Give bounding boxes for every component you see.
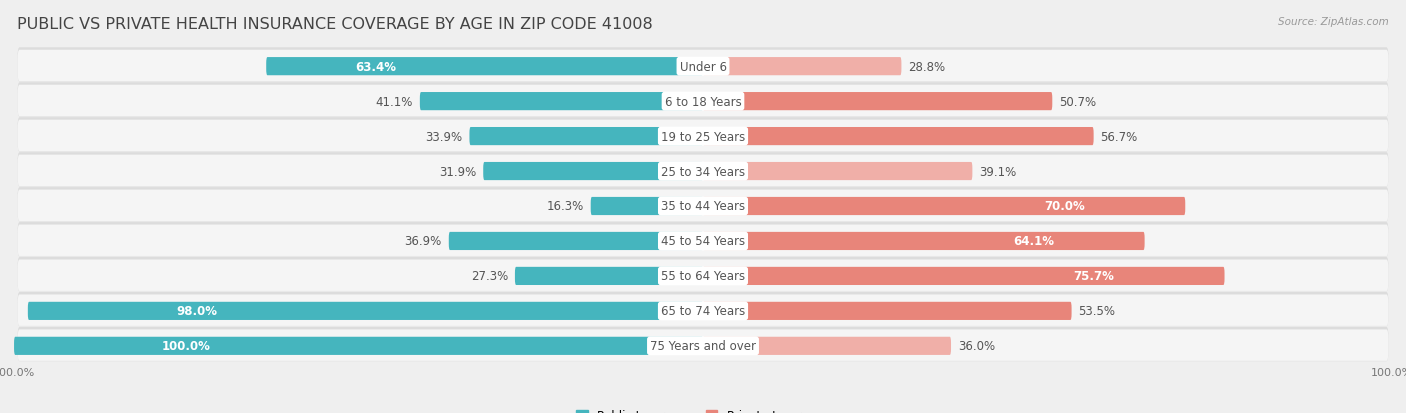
Text: 19 to 25 Years: 19 to 25 Years [661, 130, 745, 143]
FancyBboxPatch shape [17, 257, 1389, 292]
FancyBboxPatch shape [470, 128, 703, 146]
Text: Under 6: Under 6 [679, 61, 727, 74]
FancyBboxPatch shape [17, 85, 1389, 117]
Text: 70.0%: 70.0% [1045, 200, 1085, 213]
FancyBboxPatch shape [17, 260, 1389, 291]
FancyBboxPatch shape [703, 232, 1144, 250]
FancyBboxPatch shape [17, 223, 1389, 257]
FancyBboxPatch shape [17, 327, 1389, 361]
FancyBboxPatch shape [420, 93, 703, 111]
Text: 35 to 44 Years: 35 to 44 Years [661, 200, 745, 213]
Text: 55 to 64 Years: 55 to 64 Years [661, 270, 745, 283]
FancyBboxPatch shape [703, 93, 1052, 111]
Text: 75 Years and over: 75 Years and over [650, 339, 756, 352]
Text: 16.3%: 16.3% [547, 200, 583, 213]
FancyBboxPatch shape [17, 330, 1389, 361]
FancyBboxPatch shape [703, 163, 973, 181]
FancyBboxPatch shape [484, 163, 703, 181]
Text: 65 to 74 Years: 65 to 74 Years [661, 305, 745, 318]
FancyBboxPatch shape [591, 197, 703, 216]
Text: 31.9%: 31.9% [439, 165, 477, 178]
FancyBboxPatch shape [515, 267, 703, 285]
Text: 53.5%: 53.5% [1078, 305, 1115, 318]
Text: 6 to 18 Years: 6 to 18 Years [665, 95, 741, 108]
Text: 39.1%: 39.1% [979, 165, 1017, 178]
FancyBboxPatch shape [17, 120, 1389, 152]
Text: 28.8%: 28.8% [908, 61, 945, 74]
Text: 41.1%: 41.1% [375, 95, 413, 108]
Text: 36.0%: 36.0% [957, 339, 995, 352]
FancyBboxPatch shape [703, 267, 1225, 285]
Legend: Public Insurance, Private Insurance: Public Insurance, Private Insurance [571, 404, 835, 413]
FancyBboxPatch shape [17, 188, 1389, 222]
FancyBboxPatch shape [266, 58, 703, 76]
Text: 45 to 54 Years: 45 to 54 Years [661, 235, 745, 248]
Text: PUBLIC VS PRIVATE HEALTH INSURANCE COVERAGE BY AGE IN ZIP CODE 41008: PUBLIC VS PRIVATE HEALTH INSURANCE COVER… [17, 17, 652, 31]
FancyBboxPatch shape [703, 302, 1071, 320]
FancyBboxPatch shape [17, 51, 1389, 82]
FancyBboxPatch shape [703, 337, 950, 355]
Text: 50.7%: 50.7% [1059, 95, 1097, 108]
Text: 36.9%: 36.9% [405, 235, 441, 248]
FancyBboxPatch shape [17, 48, 1389, 82]
FancyBboxPatch shape [449, 232, 703, 250]
FancyBboxPatch shape [17, 295, 1389, 326]
FancyBboxPatch shape [17, 83, 1389, 117]
Text: 75.7%: 75.7% [1074, 270, 1115, 283]
FancyBboxPatch shape [703, 128, 1094, 146]
FancyBboxPatch shape [28, 302, 703, 320]
FancyBboxPatch shape [17, 153, 1389, 187]
FancyBboxPatch shape [14, 337, 703, 355]
FancyBboxPatch shape [17, 118, 1389, 152]
FancyBboxPatch shape [17, 190, 1389, 221]
Text: 27.3%: 27.3% [471, 270, 508, 283]
Text: 63.4%: 63.4% [354, 61, 396, 74]
FancyBboxPatch shape [17, 155, 1389, 187]
Text: 33.9%: 33.9% [426, 130, 463, 143]
Text: Source: ZipAtlas.com: Source: ZipAtlas.com [1278, 17, 1389, 26]
Text: 100.0%: 100.0% [162, 339, 211, 352]
Text: 98.0%: 98.0% [176, 305, 217, 318]
FancyBboxPatch shape [703, 58, 901, 76]
FancyBboxPatch shape [703, 197, 1185, 216]
FancyBboxPatch shape [17, 292, 1389, 326]
Text: 25 to 34 Years: 25 to 34 Years [661, 165, 745, 178]
Text: 56.7%: 56.7% [1101, 130, 1137, 143]
FancyBboxPatch shape [17, 225, 1389, 256]
Text: 64.1%: 64.1% [1014, 235, 1054, 248]
